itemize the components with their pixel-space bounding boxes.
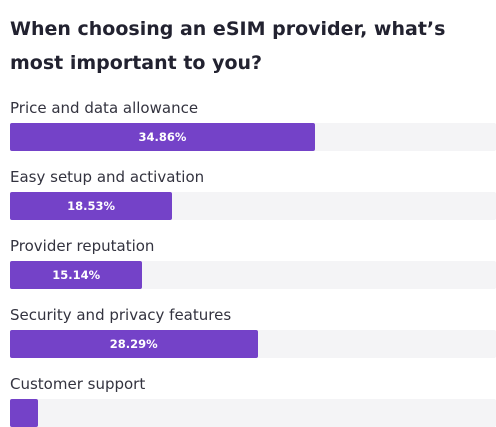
result-track: 15.14% (10, 261, 496, 289)
result-track: 34.86% (10, 123, 496, 151)
percent-label: 18.53% (67, 199, 115, 213)
result-bar: 18.53% (10, 192, 173, 220)
option-label: Easy setup and activation (10, 168, 205, 186)
option-label: Customer support (10, 375, 146, 393)
poll-option-support[interactable]: Customer support (10, 374, 496, 427)
option-label: Security and privacy features (10, 306, 232, 324)
result-track: 18.53% (10, 192, 496, 220)
result-bar: 34.86% (10, 123, 315, 151)
result-bar: 28.29% (10, 330, 258, 358)
percent-label: 28.29% (109, 337, 158, 351)
option-label: Provider reputation (10, 237, 155, 255)
result-bar (10, 399, 38, 427)
result-track (10, 399, 496, 427)
result-track: 28.29% (10, 330, 496, 358)
option-label: Price and data allowance (10, 99, 199, 117)
poll-question: When choosing an eSIM provider, what’s m… (10, 18, 446, 74)
poll-option-setup[interactable]: Easy setup and activation 18.53% (10, 167, 496, 220)
percent-label: 15.14% (52, 268, 101, 282)
poll-option-security[interactable]: Security and privacy features 28.29% (10, 305, 496, 358)
result-bar: 15.14% (10, 261, 143, 289)
poll-option-price[interactable]: Price and data allowance 34.86% (10, 98, 496, 151)
poll-option-reputation[interactable]: Provider reputation 15.14% (10, 236, 496, 289)
percent-label: 34.86% (138, 130, 187, 144)
